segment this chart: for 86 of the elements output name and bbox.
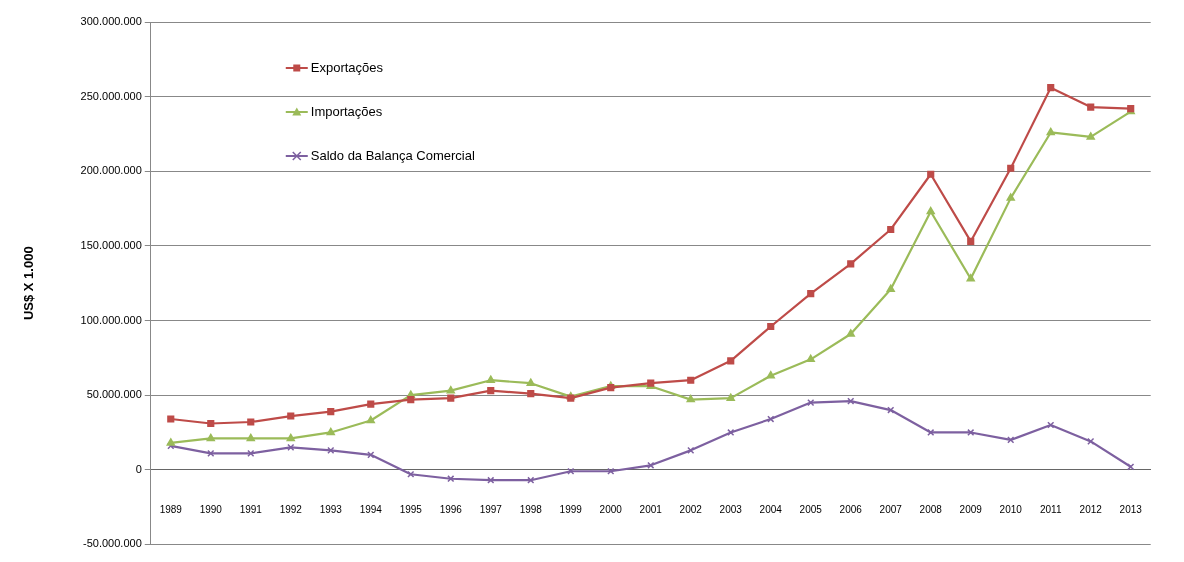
point: [447, 475, 455, 483]
y-tick-label: -50.000.000: [83, 537, 142, 550]
y-tick-label: 0: [135, 462, 142, 475]
x-tick-label: 2010: [999, 503, 1023, 515]
point: [486, 375, 495, 383]
point: [527, 390, 535, 398]
x-tick-label: 1994: [359, 503, 383, 515]
point: [727, 357, 735, 365]
x-tick-label: 1991: [239, 503, 263, 515]
x-tick-label: 2000: [599, 503, 623, 515]
point: [167, 415, 175, 423]
point: [806, 354, 815, 363]
point: [527, 476, 535, 484]
point: [207, 419, 215, 428]
x-tick-label: 2009: [959, 503, 983, 515]
x-tick-label: 2006: [839, 503, 863, 515]
legend-label: Saldo da Balança Comercial: [310, 147, 475, 163]
point: [447, 394, 455, 402]
point: [1047, 84, 1055, 92]
point: [287, 412, 295, 420]
y-tick-label: 200.000.000: [80, 164, 142, 177]
point: [926, 206, 935, 215]
point: [1087, 103, 1095, 111]
point: [567, 467, 575, 475]
x-tick-label: 1990: [199, 503, 223, 515]
point: [607, 467, 615, 475]
y-tick-label: 250.000.000: [80, 89, 142, 102]
x-tick-label: 2013: [1119, 503, 1143, 515]
x-tick-label: 2004: [759, 503, 783, 515]
point: [846, 329, 855, 337]
point: [366, 415, 375, 424]
point: [1046, 127, 1055, 136]
x-tick-label: 2002: [679, 503, 703, 515]
x-tick-label: 2007: [879, 503, 903, 515]
y-axis-title: US$ X 1.000: [21, 246, 37, 321]
x-tick-label: 1998: [519, 503, 543, 515]
point: [607, 384, 615, 392]
y-tick-label: 50.000.000: [86, 388, 142, 401]
point: [686, 394, 695, 403]
y-tick-label: 100.000.000: [80, 313, 142, 326]
point: [807, 290, 815, 298]
x-tick-label: 2008: [919, 503, 943, 515]
point: [166, 438, 175, 446]
x-tick-label: 2003: [719, 503, 743, 515]
y-tick-label: 150.000.000: [80, 238, 142, 251]
point: [407, 396, 415, 404]
point: [487, 387, 495, 395]
legend-label: Importações: [310, 103, 383, 119]
x-tick-label: 2011: [1039, 503, 1062, 515]
x-tick-label: 1997: [479, 503, 503, 515]
x-tick-label: 2001: [639, 503, 663, 515]
point: [206, 433, 215, 442]
point: [1006, 193, 1015, 201]
point: [367, 400, 375, 408]
point: [766, 370, 775, 379]
x-tick-label: 2005: [799, 503, 823, 515]
point: [327, 407, 335, 416]
point: [886, 284, 895, 292]
point: [887, 225, 895, 234]
point: [286, 433, 295, 442]
point: [726, 393, 735, 401]
y-tick-label: 300.000.000: [80, 15, 142, 28]
point: [487, 476, 495, 484]
point: [966, 273, 975, 282]
point: [526, 378, 535, 386]
x-tick-label: 2012: [1079, 503, 1103, 515]
point: [927, 170, 935, 178]
point: [1086, 132, 1095, 140]
point: [407, 470, 415, 478]
x-tick-label: 1995: [399, 503, 423, 515]
x-tick-label: 1992: [279, 503, 303, 515]
x-tick-label: 1989: [159, 503, 183, 515]
point: [247, 418, 255, 426]
point: [446, 385, 455, 394]
x-tick-label: 1996: [439, 503, 463, 515]
point: [847, 260, 855, 268]
x-tick-label: 1993: [319, 503, 343, 515]
point: [326, 427, 335, 436]
point: [246, 433, 255, 442]
point: [647, 461, 655, 469]
x-tick-label: 1999: [559, 503, 583, 515]
point: [967, 237, 975, 245]
point: [687, 376, 695, 384]
legend-label: Exportações: [310, 59, 384, 75]
point: [1007, 164, 1015, 172]
point: [767, 322, 775, 331]
